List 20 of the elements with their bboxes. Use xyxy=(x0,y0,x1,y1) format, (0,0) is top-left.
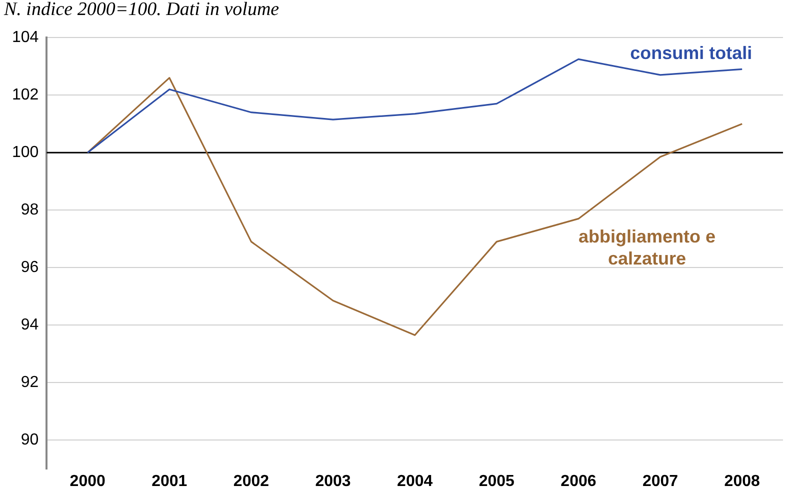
y-tick-label: 94 xyxy=(20,316,39,334)
y-tick-label: 90 xyxy=(20,431,39,448)
chart-title: N. indice 2000=100. Dati in volume xyxy=(2,0,280,20)
y-tick-label: 102 xyxy=(12,86,39,104)
y-tick-label: 98 xyxy=(20,201,39,218)
x-tick-label: 2005 xyxy=(478,472,515,490)
x-tick-label: 2002 xyxy=(233,472,270,490)
x-tick-label: 2006 xyxy=(560,472,596,490)
y-tick-label: 100 xyxy=(12,144,39,161)
x-tick-label: 2000 xyxy=(70,472,106,490)
x-tick-label: 2004 xyxy=(397,472,433,490)
x-tick-label: 2008 xyxy=(724,472,760,490)
series-label: abbigliamento e calzature xyxy=(578,226,716,269)
x-tick-label: 2007 xyxy=(642,472,678,490)
y-tick-label: 104 xyxy=(12,29,39,46)
x-tick-label: 2003 xyxy=(315,472,351,490)
y-tick-label: 96 xyxy=(20,258,39,276)
y-tick-label: 92 xyxy=(20,374,39,391)
x-tick-label: 2001 xyxy=(152,472,188,490)
series-label: consumi totali xyxy=(630,43,752,64)
